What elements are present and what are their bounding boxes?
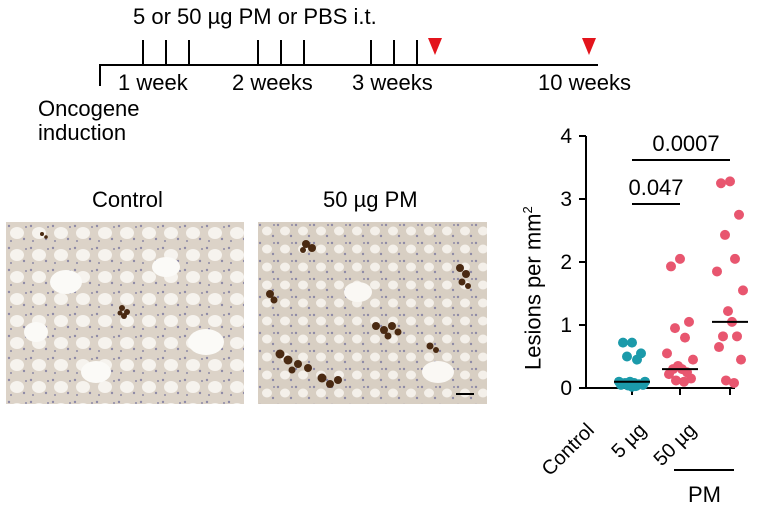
data-point — [725, 176, 735, 187]
treatment-label: 5 or 50 µg PM or PBS i.t. — [133, 4, 377, 29]
induction-label: induction — [38, 120, 127, 145]
data-point — [662, 348, 672, 359]
week-10-label: 10 weeks — [538, 70, 631, 95]
data-point — [679, 376, 689, 387]
y-tick-label: 3 — [560, 188, 572, 211]
data-point — [732, 331, 742, 342]
pm-histology-image — [258, 222, 487, 404]
data-point — [618, 337, 628, 348]
y-tick-label: 1 — [560, 314, 572, 337]
y-axis-label: Lesions per mm2 — [520, 206, 546, 370]
y-tick-label: 2 — [560, 251, 572, 274]
data-point — [684, 316, 694, 327]
data-point — [680, 332, 690, 343]
y-tick-label: 4 — [560, 125, 572, 148]
data-point — [718, 331, 728, 342]
stained-cluster — [266, 240, 471, 388]
control-histology-image — [6, 222, 244, 404]
data-point — [723, 306, 733, 317]
pm-group-label: PM — [688, 482, 721, 507]
week-1-label: 1 week — [118, 70, 188, 95]
data-point — [714, 342, 724, 353]
pm-tissue — [258, 222, 487, 404]
week-3-label: 3 weeks — [352, 70, 433, 95]
y-axis-label-superscript: 2 — [520, 206, 535, 214]
data-point — [720, 229, 730, 240]
data-point — [738, 285, 748, 296]
treatment-ticks — [142, 40, 418, 65]
data-point — [627, 337, 637, 348]
harvest-marker-10wk — [582, 38, 596, 55]
stained-cluster — [40, 232, 130, 319]
data-point — [622, 351, 632, 362]
data-point — [671, 375, 681, 386]
data-point — [666, 261, 676, 272]
pm-image-title: 50 µg PM — [323, 187, 418, 212]
p-value-label: 0.0007 — [652, 131, 719, 156]
control-image-title: Control — [92, 187, 163, 212]
data-point — [712, 266, 722, 277]
data-point — [688, 354, 698, 365]
harvest-marker-3wk — [428, 38, 442, 55]
data-point — [627, 381, 637, 392]
control-tissue — [6, 222, 244, 404]
oncogene-label: Oncogene — [38, 96, 140, 121]
data-point — [632, 354, 642, 365]
data-point — [729, 377, 739, 388]
p-value-label: 0.047 — [628, 175, 683, 200]
y-tick-label: 0 — [560, 377, 572, 400]
data-point — [670, 323, 680, 334]
y-axis-label-text: Lesions per mm — [520, 213, 546, 370]
data-point — [664, 369, 674, 380]
data-point — [736, 354, 746, 365]
data-point — [734, 209, 744, 220]
data-point — [730, 253, 740, 264]
week-2-label: 2 weeks — [232, 70, 313, 95]
data-point — [716, 178, 726, 189]
data-point — [721, 375, 731, 386]
data-point — [675, 253, 685, 264]
